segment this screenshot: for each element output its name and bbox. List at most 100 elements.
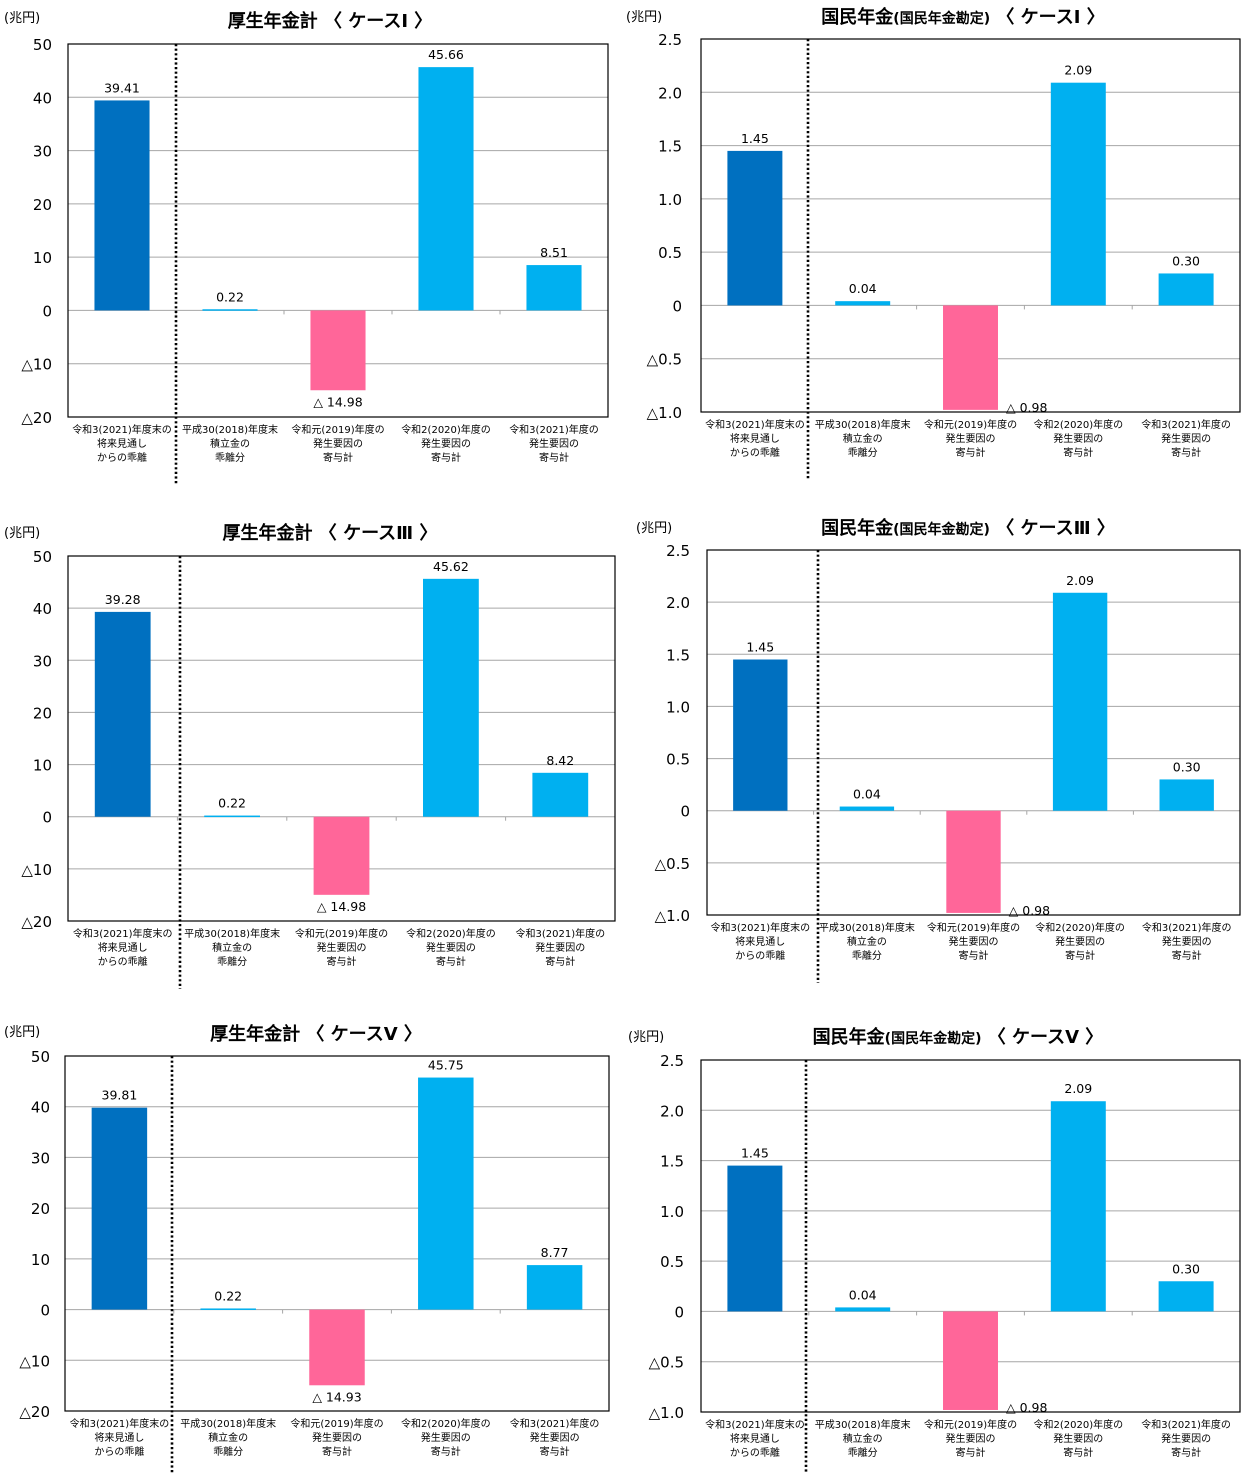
category-label-line: 令和3(2021)年度の — [509, 423, 599, 436]
y-tick-label: △0.5 — [649, 1354, 684, 1372]
category-label-5: 令和3(2021)年度の発生要因の寄与計 — [509, 423, 599, 464]
data-label-2: 0.22 — [216, 289, 244, 304]
chart-title-main: 国民年金 — [813, 1026, 886, 1048]
data-label-2: 0.04 — [849, 281, 877, 296]
category-label-5: 令和3(2021)年度の発生要因の寄与計 — [510, 1417, 600, 1458]
category-label-line: 発生要因の — [529, 437, 579, 450]
y-tick-label: 40 — [33, 600, 52, 618]
category-label-line: 令和元(2019)年度の — [291, 423, 384, 436]
category-label-4: 令和2(2020)年度の発生要因の寄与計 — [401, 423, 491, 464]
category-label-line: 令和3(2021)年度の — [510, 1417, 600, 1430]
y-tick-label: 1.0 — [658, 191, 682, 209]
bar-1 — [91, 1107, 148, 1310]
data-label-4: 2.09 — [1066, 573, 1094, 588]
category-label-2: 平成30(2018)年度末積立金の乖離分 — [819, 921, 915, 962]
y-unit-label: (兆円) — [4, 1025, 40, 1040]
chart-panel-kokumin-case5: 国民年金(国民年金勘定) 〈 ケースⅤ 〉 (兆円) 2.5 2.0 1.5 1.0 0.5… — [622, 1010, 1244, 1473]
y-tick-label: 10 — [33, 757, 52, 775]
category-label-line: 発生要因の — [1161, 432, 1211, 445]
y-tick-label: 0 — [42, 809, 52, 827]
data-label-1: 1.45 — [741, 131, 769, 146]
chart-svg: 厚生年金計 〈 ケースⅠ 〉 (兆円) 50 40 30 20 10 0 △10 △20 39.41… — [4, 10, 609, 485]
category-label-line: 寄与計 — [1172, 949, 1202, 962]
bar-1 — [733, 659, 788, 811]
data-label-2: 0.04 — [849, 1287, 877, 1302]
bar-2 — [835, 301, 891, 306]
bar-5 — [532, 772, 589, 817]
category-label-line: 寄与計 — [545, 955, 575, 968]
data-label-2: 0.22 — [218, 796, 246, 811]
chart-svg: 国民年金(国民年金勘定) 〈 ケースⅢ 〉 (兆円) 2.5 2.0 1.5 1.0 0.5… — [636, 517, 1241, 983]
category-label-5: 令和3(2021)年度の発生要因の寄与計 — [1141, 418, 1231, 459]
y-tick-label: 30 — [33, 143, 52, 161]
category-label-1: 令和3(2021)年度末の将来見通しからの乖離 — [710, 921, 810, 962]
category-label-line: 令和3(2021)年度の — [515, 927, 605, 940]
chart-title-main: 厚生年金計 〈 ケースⅤ 〉 — [210, 1023, 422, 1045]
data-label-4: 45.62 — [433, 559, 469, 574]
category-label-line: 令和3(2021)年度末の — [72, 423, 172, 436]
y-tick-label: 2.5 — [658, 31, 682, 49]
chart-svg: 国民年金(国民年金勘定) 〈 ケースⅠ 〉 (兆円) 2.5 2.0 1.5 1.0 0.5… — [626, 6, 1241, 480]
category-label-line: 寄与計 — [1171, 446, 1201, 459]
category-label-line: 寄与計 — [322, 1445, 352, 1458]
y-tick-label: 1.5 — [660, 1153, 684, 1171]
y-tick-label: 0.5 — [658, 244, 682, 262]
chart-title: 国民年金(国民年金勘定) 〈 ケースⅠ 〉 — [821, 6, 1104, 28]
chart-panel-kosei-case1: 厚生年金計 〈 ケースⅠ 〉 (兆円) 50 40 30 20 10 0 △10 △20 39.41… — [0, 0, 622, 491]
category-label-line: 令和3(2021)年度の — [1141, 418, 1231, 431]
category-label-line: 発生要因の — [530, 1431, 580, 1444]
chart-panel-kokumin-case3: 国民年金(国民年金勘定) 〈 ケースⅢ 〉 (兆円) 2.5 2.0 1.5 1.0 0.5… — [622, 505, 1244, 996]
category-label-4: 令和2(2020)年度の発生要因の寄与計 — [1033, 1418, 1123, 1459]
category-label-2: 平成30(2018)年度末積立金の乖離分 — [815, 1418, 911, 1459]
category-label-3: 令和元(2019)年度の発生要因の寄与計 — [924, 418, 1017, 459]
bar-3 — [309, 1309, 365, 1386]
data-label-1: 1.45 — [741, 1146, 769, 1161]
category-label-line: 寄与計 — [431, 451, 461, 464]
y-tick-label: 50 — [33, 36, 52, 54]
category-label-line: 積立金の — [843, 1432, 883, 1445]
data-label-1: 39.41 — [104, 80, 140, 95]
category-label-4: 令和2(2020)年度の発生要因の寄与計 — [401, 1417, 491, 1458]
category-label-line: 寄与計 — [1171, 1446, 1201, 1459]
bar-2 — [204, 815, 260, 818]
category-label-2: 平成30(2018)年度末積立金の乖離分 — [184, 927, 280, 968]
y-tick-label: 20 — [33, 704, 52, 722]
data-label-4: 45.75 — [428, 1058, 464, 1073]
plot-frame — [706, 549, 1241, 916]
y-unit-label: (兆円) — [628, 1030, 664, 1045]
y-tick-label: △10 — [19, 1352, 50, 1370]
category-label-line: からの乖離 — [735, 949, 785, 962]
y-tick-label: △1.0 — [655, 907, 690, 925]
category-label-1: 令和3(2021)年度末の将来見通しからの乖離 — [705, 1418, 805, 1459]
y-tick-label: 40 — [33, 89, 52, 107]
y-tick-label: 30 — [31, 1149, 50, 1167]
category-label-1: 令和3(2021)年度末の将来見通しからの乖離 — [70, 1417, 170, 1458]
bar-5 — [1158, 1281, 1214, 1312]
category-label-line: 令和3(2021)年度末の — [70, 1417, 170, 1430]
data-label-3: △ 0.98 — [1006, 400, 1047, 415]
bar-5 — [526, 1265, 583, 1310]
y-tick-label: 0.5 — [666, 751, 690, 769]
category-label-line: 寄与計 — [1063, 1446, 1093, 1459]
bar-4 — [418, 67, 474, 311]
category-label-line: からの乖離 — [94, 1445, 144, 1458]
category-label-line: 乖離分 — [852, 949, 882, 962]
bar-2 — [202, 309, 258, 311]
chart-title-tail: 〈 ケースⅤ 〉 — [981, 1027, 1103, 1048]
category-label-line: 乖離分 — [848, 446, 878, 459]
category-label-line: 積立金の — [210, 437, 250, 450]
category-label-3: 令和元(2019)年度の発生要因の寄与計 — [291, 423, 384, 464]
category-label-line: 寄与計 — [539, 451, 569, 464]
category-label-line: 発生要因の — [1161, 1432, 1211, 1445]
bar-3 — [313, 816, 370, 895]
bar-5 — [1158, 273, 1214, 306]
data-label-4: 2.09 — [1064, 1081, 1092, 1096]
y-tick-label: 50 — [33, 548, 52, 566]
category-label-line: 寄与計 — [327, 955, 357, 968]
category-label-line: 将来見通し — [735, 936, 785, 948]
chart-title-tail: 〈 ケースⅠ 〉 — [990, 7, 1105, 28]
bar-2 — [839, 806, 895, 811]
y-tick-label: 0 — [672, 297, 682, 315]
y-tick-label: 2.5 — [660, 1052, 684, 1070]
bar-4 — [423, 578, 479, 817]
